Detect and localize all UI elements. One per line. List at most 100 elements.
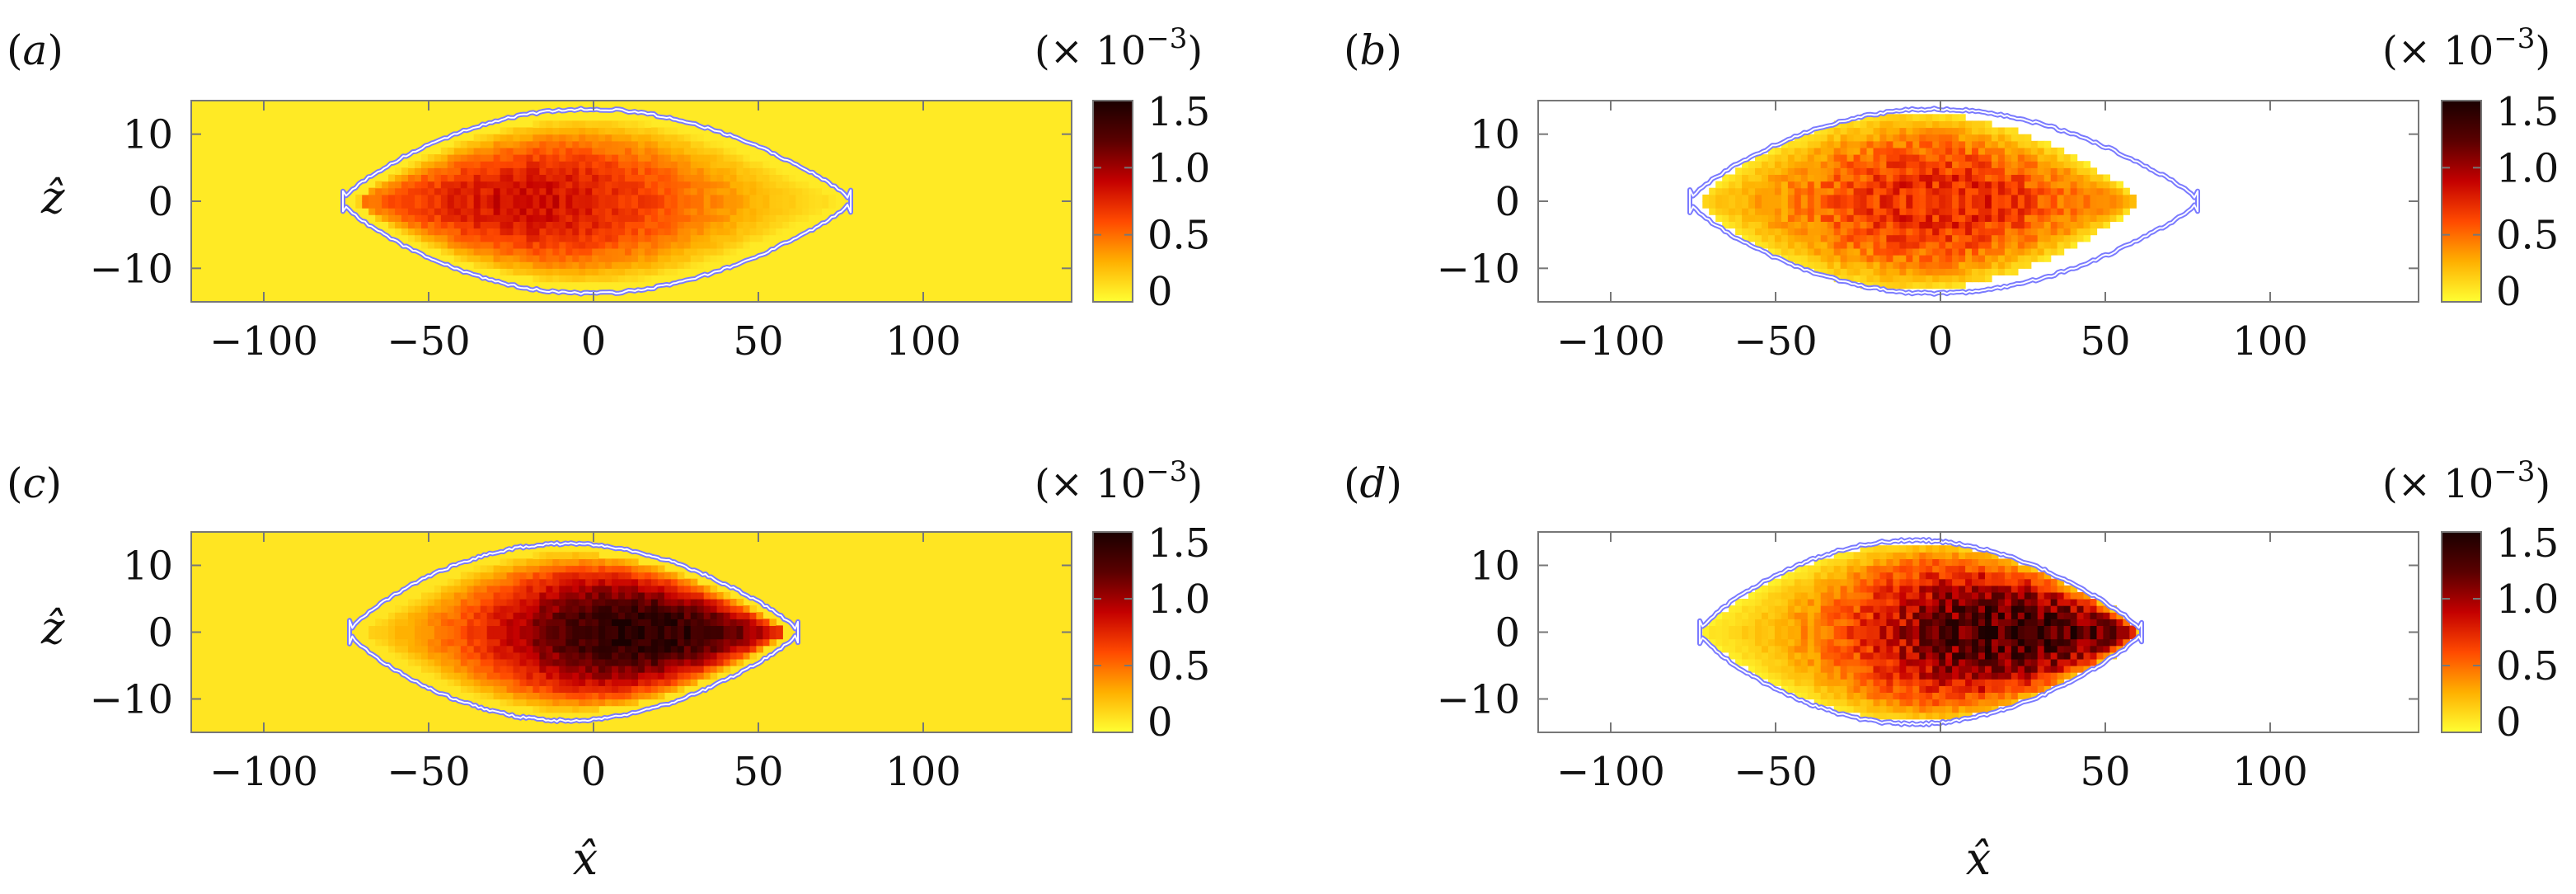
heatmap-cell (1768, 638, 1776, 647)
heatmap-cell (1762, 161, 1769, 168)
heatmap-cell (1945, 127, 1953, 135)
heatmap-cell (638, 127, 645, 135)
heatmap-cell (2017, 591, 2025, 600)
heatmap-cell (1800, 672, 1809, 680)
heatmap-cell (2083, 167, 2091, 175)
heatmap-cell (2076, 201, 2085, 209)
x-tick-label: 100 (2232, 318, 2308, 365)
heatmap-cell (703, 632, 711, 640)
heatmap-cell (526, 234, 534, 242)
heatmap-cell (368, 194, 376, 202)
heatmap-cell (1846, 134, 1855, 142)
heatmap-cell (631, 261, 639, 269)
heatmap-cell (1945, 154, 1953, 162)
heatmap-cell (605, 565, 612, 573)
heatmap-cell (473, 255, 481, 262)
heatmap-cell (427, 619, 435, 626)
heatmap-cell (526, 214, 534, 222)
heatmap-cell (657, 134, 665, 142)
heatmap-cell (1781, 578, 1789, 586)
heatmap-cell (1926, 147, 1933, 155)
heatmap-cell (460, 612, 468, 619)
heatmap-cell (670, 134, 678, 142)
heatmap-cell (440, 625, 448, 633)
heatmap-cell (703, 174, 711, 182)
heatmap-cell (2050, 666, 2058, 673)
heatmap-cell (1787, 638, 1795, 647)
heatmap-cell (408, 167, 415, 175)
heatmap-cell (2004, 645, 2012, 653)
heatmap-cell (486, 228, 495, 236)
heatmap-cell (585, 134, 593, 142)
heatmap-cell (585, 585, 593, 593)
heatmap-cell (1820, 685, 1828, 693)
heatmap-cell (1879, 552, 1887, 559)
heatmap-cell (736, 181, 744, 189)
heatmap-cell (769, 208, 777, 215)
heatmap-cell (683, 208, 692, 215)
heatmap-cell (1827, 591, 1835, 600)
heatmap-cell (631, 572, 639, 580)
heatmap-cell (1846, 558, 1855, 567)
heatmap-cell (631, 645, 639, 653)
heatmap-cell (395, 174, 402, 182)
heatmap-cell (1735, 214, 1743, 222)
heatmap-cell (2030, 599, 2039, 606)
heatmap-cell (415, 652, 422, 660)
heatmap-cell (743, 619, 751, 626)
heatmap-cell (2004, 187, 2012, 195)
heatmap-cell (723, 154, 731, 162)
heatmap-cell (421, 194, 429, 202)
heatmap-cell (519, 645, 528, 653)
heatmap-cell (559, 692, 566, 700)
heatmap-cell (605, 268, 612, 275)
heatmap-cell (1959, 134, 1966, 142)
heatmap-cell (1873, 672, 1881, 680)
heatmap-cell (1820, 255, 1828, 262)
heatmap-cell (526, 261, 534, 269)
heatmap-cell (519, 161, 528, 168)
heatmap-cell (2063, 174, 2072, 182)
heatmap-cell (546, 167, 553, 175)
heatmap-cell (1722, 201, 1729, 209)
heatmap-cell (690, 261, 698, 269)
heatmap-cell (2123, 208, 2130, 215)
heatmap-cell (500, 565, 508, 573)
heatmap-cell (1912, 658, 1920, 666)
heatmap-cell (1952, 275, 1959, 283)
heatmap-cell (473, 181, 481, 189)
heatmap-cell (1762, 208, 1769, 215)
heatmap-cell (2017, 632, 2025, 640)
heatmap-cell (526, 187, 534, 195)
heatmap-cell (579, 565, 586, 573)
heatmap-cell (453, 214, 462, 222)
heatmap-cell (546, 658, 553, 666)
heatmap-cell (1919, 591, 1926, 600)
heatmap-cell (730, 181, 738, 189)
heatmap-cell (401, 605, 409, 613)
heatmap-cell (1972, 261, 1979, 269)
heatmap-cell (650, 187, 659, 195)
heatmap-cell (749, 652, 758, 660)
heatmap-cell (401, 208, 409, 215)
heatmap-cell (730, 247, 738, 256)
heatmap-cell (697, 585, 705, 593)
heatmap-cell (1985, 234, 1992, 242)
heatmap-cell (500, 619, 508, 626)
heatmap-cell (2050, 174, 2058, 182)
heatmap-cell (1893, 652, 1900, 660)
heatmap-cell (1952, 268, 1959, 275)
heatmap-cell (1853, 181, 1861, 189)
heatmap-cell (670, 201, 678, 209)
heatmap-cell (1715, 214, 1723, 222)
heatmap-cell (2057, 599, 2065, 606)
heatmap-cell (447, 247, 455, 256)
heatmap-cell (401, 645, 409, 653)
heatmap-cell (2024, 638, 2032, 647)
heatmap-cell (1932, 241, 1940, 249)
heatmap-cell (1715, 194, 1723, 202)
heatmap-cell (467, 658, 475, 666)
heatmap-cell (408, 652, 415, 660)
heatmap-cell (1945, 120, 1953, 129)
